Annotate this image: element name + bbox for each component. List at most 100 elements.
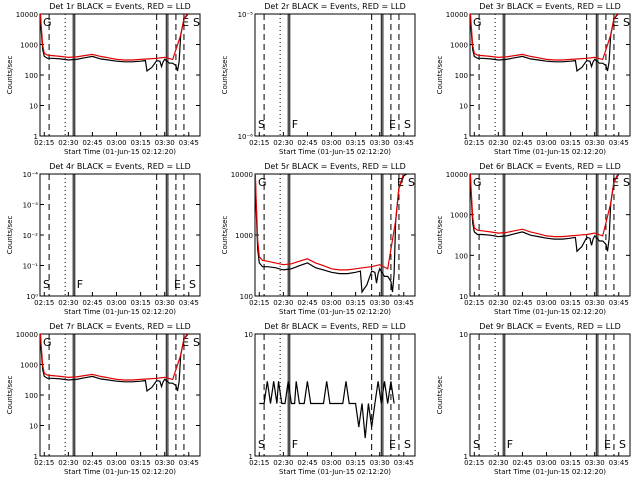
marker-letter: G (473, 176, 482, 189)
x-tick-label: 02:45 (297, 299, 317, 307)
y-axis-label: Counts/sec (6, 216, 14, 255)
series-line (470, 174, 619, 238)
panel-title: Det 9r BLACK = Events, RED = LLD (479, 322, 621, 331)
y-axis-label: Counts/sec (436, 376, 444, 415)
marker-letter: F (77, 278, 83, 291)
x-axis-label: Start Time (01-Jun-15 02:12:20) (279, 148, 391, 156)
y-tick-label: 10000 (16, 11, 38, 19)
y-tick-label: 1 (464, 453, 468, 461)
y-tick-label: 1000 (235, 232, 253, 240)
panel-det-4: Det 4r BLACK = Events, RED = LLD 10⁰ 10⁻¹ 1… (6, 162, 201, 316)
x-tick-label: 02:15 (249, 459, 269, 467)
y-tick-label: 1 (249, 453, 253, 461)
marker-letter: F (507, 438, 513, 451)
y-tick-label: 10⁻¹ (23, 263, 39, 271)
marker-letter: S (619, 438, 626, 451)
panel-det-7: Det 7r BLACK = Events, RED = LLD 1 10 100 10… (6, 322, 201, 476)
x-tick-label: 03:15 (346, 299, 366, 307)
x-axis-label: Start Time (01-Jun-15 02:12:20) (64, 308, 176, 316)
marker-letter: S (258, 438, 265, 451)
x-tick-label: 03:00 (321, 299, 341, 307)
series-line (470, 14, 618, 61)
y-tick-label: 10000 (446, 11, 468, 19)
x-tick-label: 02:45 (297, 459, 317, 467)
marker-letter: S (404, 438, 411, 451)
panel-det-6: Det 6r BLACK = Events, RED = LLD 10 100 100… (436, 162, 631, 316)
y-tick-label: 10⁻⁴ (23, 171, 39, 179)
x-tick-label: 02:30 (488, 139, 508, 147)
x-tick-label: 02:15 (34, 299, 54, 307)
panel-title: Det 5r BLACK = Events, RED = LLD (264, 162, 406, 171)
marker-letter: F (292, 118, 298, 131)
x-tick-label: 02:15 (249, 139, 269, 147)
x-tick-label: 02:30 (488, 459, 508, 467)
y-tick-label: 10000 (231, 171, 253, 179)
series-line (470, 174, 621, 253)
marker-letter: S (408, 176, 415, 189)
x-tick-label: 03:45 (609, 459, 629, 467)
marker-letter: S (258, 118, 265, 131)
marker-letter: E (174, 278, 181, 291)
y-tick-label: 100 (455, 72, 468, 80)
plot-frame (254, 13, 416, 137)
x-tick-label: 03:45 (179, 459, 199, 467)
marker-letter: S (404, 118, 411, 131)
x-tick-label: 03:00 (536, 139, 556, 147)
y-tick-label: 100 (240, 293, 253, 301)
x-tick-label: 03:00 (106, 459, 126, 467)
x-tick-label: 03:45 (394, 139, 414, 147)
x-tick-label: 02:45 (512, 459, 532, 467)
panel-det-9: Det 9r BLACK = Events, RED = LLD 1 10 Count… (436, 322, 631, 476)
panel-det-5: Det 5r BLACK = Events, RED = LLD 100 1000 1… (221, 162, 416, 316)
x-tick-label: 02:15 (464, 139, 484, 147)
x-tick-label: 03:45 (609, 299, 629, 307)
x-tick-label: 03:15 (561, 299, 581, 307)
x-tick-label: 02:45 (297, 139, 317, 147)
panel-title: Det 8r BLACK = Events, RED = LLD (264, 322, 406, 331)
marker-letter: G (258, 176, 267, 189)
series-line (255, 174, 408, 294)
y-tick-label: 10⁻³ (23, 202, 39, 210)
y-tick-label: 1000 (450, 42, 468, 50)
marker-letter: S (43, 278, 50, 291)
y-tick-label: 1 (34, 453, 38, 461)
y-tick-label: 10⁻² (23, 232, 39, 240)
panel-title: Det 3r BLACK = Events, RED = LLD (479, 2, 621, 11)
marker-letter: S (473, 438, 480, 451)
x-tick-label: 03:30 (370, 299, 390, 307)
y-tick-label: 10 (29, 103, 38, 111)
x-tick-label: 03:15 (346, 459, 366, 467)
plot-frame (469, 173, 631, 297)
x-tick-label: 03:30 (370, 459, 390, 467)
y-tick-label: 1 (464, 133, 468, 141)
y-tick-label: 10⁻⁶ (238, 133, 254, 141)
panel-det-8: Det 8r BLACK = Events, RED = LLD 1 10 02:15… (244, 322, 416, 476)
y-tick-label: 10 (459, 293, 468, 301)
x-tick-label: 02:15 (464, 299, 484, 307)
x-tick-label: 02:30 (273, 459, 293, 467)
y-tick-label: 10 (244, 331, 253, 339)
marker-letter: S (193, 336, 200, 349)
x-axis-label: Start Time (01-Jun-15 02:12:20) (64, 148, 176, 156)
marker-letter: E (604, 438, 611, 451)
series-line (40, 334, 189, 393)
y-tick-label: 1000 (20, 42, 38, 50)
marker-letter: G (43, 336, 52, 349)
x-tick-label: 02:30 (58, 299, 78, 307)
plot-frame (254, 333, 416, 457)
x-axis-label: Start Time (01-Jun-15 02:12:20) (494, 308, 606, 316)
plot-frame (469, 333, 631, 457)
x-axis-label: Start Time (01-Jun-15 02:12:20) (279, 468, 391, 476)
x-tick-label: 02:15 (249, 299, 269, 307)
marker-letter: E (389, 438, 396, 451)
panel-title: Det 1r BLACK = Events, RED = LLD (49, 2, 191, 11)
x-axis-label: Start Time (01-Jun-15 02:12:20) (279, 308, 391, 316)
series-line (470, 14, 619, 73)
x-tick-label: 03:45 (609, 139, 629, 147)
x-tick-label: 03:15 (561, 459, 581, 467)
x-tick-label: 03:15 (131, 459, 151, 467)
x-tick-label: 03:15 (346, 139, 366, 147)
marker-letter: E (182, 336, 189, 349)
series-line (255, 174, 405, 271)
